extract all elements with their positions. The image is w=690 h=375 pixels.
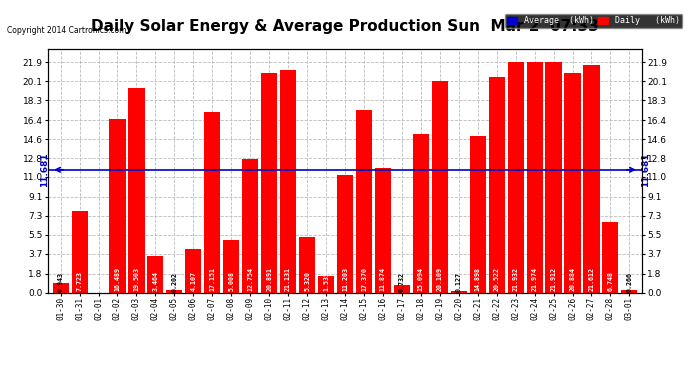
Text: 0.202: 0.202 xyxy=(171,273,177,292)
Bar xyxy=(72,211,88,292)
Text: 20.522: 20.522 xyxy=(493,267,500,291)
Bar xyxy=(186,249,201,292)
Bar xyxy=(299,237,315,292)
Text: 12.754: 12.754 xyxy=(247,267,253,291)
Text: 0.127: 0.127 xyxy=(456,273,462,292)
Bar xyxy=(261,73,277,292)
Bar xyxy=(166,290,182,292)
Text: 20.884: 20.884 xyxy=(569,267,575,291)
Legend: Average  (kWh), Daily   (kWh): Average (kWh), Daily (kWh) xyxy=(505,13,682,27)
Text: 0.943: 0.943 xyxy=(58,273,63,292)
Text: 0.266: 0.266 xyxy=(627,273,632,292)
Text: Copyright 2014 Cartronics.com: Copyright 2014 Cartronics.com xyxy=(7,26,126,35)
Text: 4.107: 4.107 xyxy=(190,271,197,291)
Bar xyxy=(110,119,126,292)
Text: 21.612: 21.612 xyxy=(589,267,595,291)
Text: 11.874: 11.874 xyxy=(380,267,386,291)
Text: 5.008: 5.008 xyxy=(228,271,234,291)
Bar xyxy=(451,291,467,292)
Bar xyxy=(148,256,164,292)
Text: 5.320: 5.320 xyxy=(304,271,310,291)
Bar xyxy=(546,62,562,292)
Bar xyxy=(204,112,220,292)
Text: 21.131: 21.131 xyxy=(285,267,291,291)
Text: 11.203: 11.203 xyxy=(342,267,348,291)
Bar xyxy=(318,276,334,292)
Bar xyxy=(356,110,372,292)
Bar xyxy=(413,134,429,292)
Bar xyxy=(128,88,144,292)
Text: 11.681: 11.681 xyxy=(40,153,49,187)
Bar xyxy=(526,62,542,292)
Text: 21.932: 21.932 xyxy=(513,267,519,291)
Text: 17.151: 17.151 xyxy=(209,267,215,291)
Bar xyxy=(602,222,618,292)
Text: 21.912: 21.912 xyxy=(551,267,557,291)
Bar xyxy=(375,168,391,292)
Bar xyxy=(242,159,258,292)
Bar xyxy=(564,73,580,292)
Text: Daily Solar Energy & Average Production Sun  Mar 2  07:33: Daily Solar Energy & Average Production … xyxy=(91,19,599,34)
Text: 7.723: 7.723 xyxy=(77,271,83,291)
Text: 17.370: 17.370 xyxy=(361,267,367,291)
Text: 16.489: 16.489 xyxy=(115,267,121,291)
Bar xyxy=(584,65,600,292)
Text: 6.748: 6.748 xyxy=(607,271,613,291)
Bar xyxy=(432,81,448,292)
Bar xyxy=(508,62,524,292)
Bar xyxy=(394,285,410,292)
Text: 0.732: 0.732 xyxy=(399,273,405,292)
Text: 21.974: 21.974 xyxy=(531,267,538,291)
Text: 19.503: 19.503 xyxy=(133,267,139,291)
Text: 15.094: 15.094 xyxy=(418,267,424,291)
Bar xyxy=(337,175,353,292)
Bar xyxy=(470,136,486,292)
Bar xyxy=(52,283,69,292)
Bar xyxy=(621,290,638,292)
Bar xyxy=(223,240,239,292)
Text: 11.681: 11.681 xyxy=(641,153,650,187)
Text: 1.535: 1.535 xyxy=(323,271,329,291)
Text: 3.464: 3.464 xyxy=(152,271,159,291)
Text: 20.891: 20.891 xyxy=(266,267,272,291)
Bar xyxy=(489,77,504,292)
Text: 20.109: 20.109 xyxy=(437,267,443,291)
Bar xyxy=(280,70,296,292)
Text: 14.898: 14.898 xyxy=(475,267,481,291)
